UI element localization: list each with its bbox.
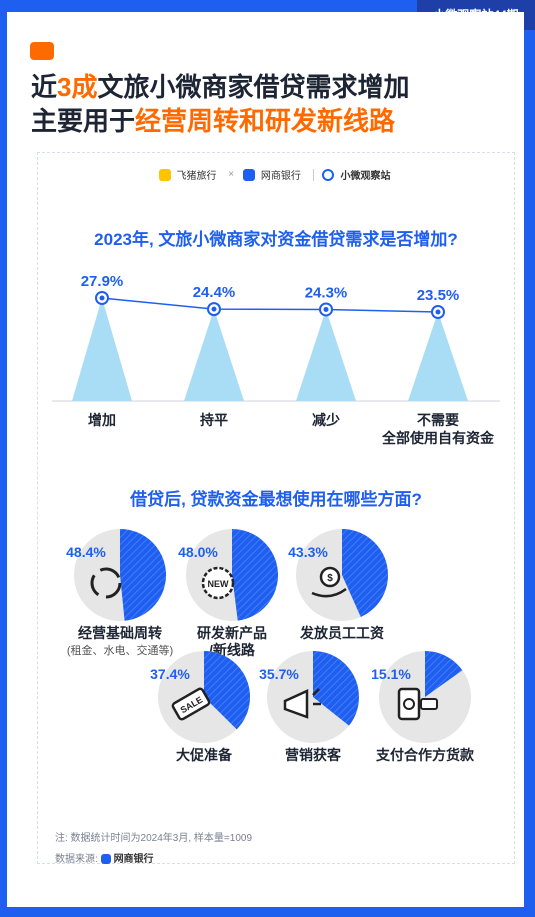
pie-slice bbox=[313, 651, 359, 726]
category-label: 减少 bbox=[312, 412, 340, 428]
pie-value-label: 43.3% bbox=[288, 544, 328, 560]
pie-value-label: 37.4% bbox=[150, 666, 190, 682]
pie-name-label: 营销获客 bbox=[285, 747, 342, 763]
source-name: 网商银行 bbox=[113, 854, 154, 865]
feizhu-label: 飞猪旅行 bbox=[176, 171, 217, 182]
new-badge-icon: NEW bbox=[201, 566, 235, 600]
orange-marker bbox=[30, 42, 54, 60]
wangshang-brand: 网商银行 bbox=[242, 167, 304, 182]
search-logo-icon bbox=[322, 168, 335, 181]
feizhu-brand: 飞猪旅行 bbox=[158, 167, 220, 182]
usage-pies: 48.4% 经营基础周转 (租金、水电、交通等) NEW 48.0% 研发新产品/新线路 $… bbox=[66, 529, 475, 763]
sale-tag-icon: SALE bbox=[171, 687, 211, 721]
value-label: 23.5% bbox=[417, 287, 460, 304]
pie-name-label: 发放员工工资 bbox=[299, 625, 384, 641]
value-label: 27.9% bbox=[81, 273, 124, 290]
source-logo-icon bbox=[100, 854, 111, 865]
category-label: 全部使用自有资金 bbox=[381, 430, 495, 446]
watermark: 国家旅游地理 bbox=[384, 876, 517, 902]
pie-value-label: 15.1% bbox=[371, 666, 411, 682]
data-point-core bbox=[211, 306, 217, 312]
svg-text:NEW: NEW bbox=[208, 579, 230, 589]
pie-value-label: 48.0% bbox=[178, 544, 218, 560]
category-label: 持平 bbox=[200, 412, 228, 428]
spike-mark bbox=[184, 309, 244, 401]
pie-group: $43.3% 发放员工工资 bbox=[288, 529, 388, 641]
pie-value-label: 48.4% bbox=[66, 544, 106, 560]
spike-mark bbox=[296, 309, 356, 401]
pie-slice bbox=[204, 651, 251, 730]
pie-sub-label: (租金、水电、交通等) bbox=[67, 643, 173, 657]
feizhu-logo-icon bbox=[158, 168, 171, 181]
cycle-arrows-icon bbox=[90, 567, 122, 599]
pie-name-label: 经营基础周转 bbox=[78, 625, 162, 641]
pie-group: 35.7% 营销获客 bbox=[259, 651, 359, 763]
data-point-core bbox=[99, 295, 105, 301]
pie-group: SALE 37.4% 大促准备 bbox=[150, 651, 251, 763]
value-label: 24.4% bbox=[193, 284, 236, 301]
pie-group: NEW 48.0% 研发新产品/新线路 bbox=[178, 529, 278, 658]
headline-line1-pre: 近 bbox=[31, 72, 58, 102]
headline-line2-pre: 主要用于 bbox=[31, 106, 136, 136]
observer-label: 小微观察站 bbox=[340, 171, 391, 182]
pie-slice bbox=[232, 529, 278, 621]
brand-bar: 飞猪旅行 × 网商银行 小微观察站 bbox=[38, 167, 514, 182]
money-bag-hand-icon: $ bbox=[311, 566, 347, 598]
value-label: 24.3% bbox=[305, 284, 348, 301]
pie-group: 15.1% 支付合作方货款 bbox=[371, 651, 475, 763]
data-point-core bbox=[435, 309, 441, 315]
megaphone-icon bbox=[283, 688, 321, 719]
pie-slice bbox=[342, 529, 388, 617]
pie-name-label: 研发新产品 bbox=[197, 625, 267, 641]
white-sheet: 近3成文旅小微商家借贷需求增加 主要用于经营周转和研发新线路 飞猪旅行 × 网商… bbox=[7, 12, 524, 907]
observer-brand: 小微观察站 bbox=[322, 167, 393, 182]
footnote: 注: 数据统计时间为2024年3月, 样本量=1009 bbox=[55, 833, 253, 844]
data-point-core bbox=[323, 306, 329, 312]
pie-value-label: 35.7% bbox=[259, 666, 299, 682]
svg-text:$: $ bbox=[327, 573, 333, 584]
phone-payment-icon bbox=[397, 687, 438, 721]
pie-name-label: 支付合作方货款 bbox=[375, 747, 475, 763]
pie-slice bbox=[425, 651, 463, 697]
source-line: 数据来源: 网商银行 bbox=[55, 850, 154, 865]
trend-line bbox=[101, 297, 439, 313]
content-card: 飞猪旅行 × 网商银行 小微观察站 2023年, 文旅小微商家对资金借贷需求是否… bbox=[37, 152, 515, 865]
spike-mark bbox=[72, 298, 132, 401]
category-label: 不需要 bbox=[417, 412, 459, 428]
pie-name-label: 大促准备 bbox=[176, 747, 233, 763]
pie-slice bbox=[120, 529, 166, 621]
wangshang-label: 网商银行 bbox=[260, 171, 301, 182]
times-sign: × bbox=[228, 169, 235, 180]
pie-name-label-line2: /新线路 bbox=[209, 642, 256, 658]
brand-divider bbox=[312, 168, 314, 181]
headline-line2-highlight: 经营周转和研发新线路 bbox=[135, 106, 396, 136]
headline-line1-highlight: 3成 bbox=[57, 72, 98, 102]
spike-mark bbox=[408, 312, 468, 401]
headline-line2: 主要用于经营周转和研发新线路 bbox=[31, 104, 511, 138]
chart2-title: 借贷后, 贷款资金最想使用在哪些方面? bbox=[130, 490, 422, 509]
chart1-title: 2023年, 文旅小微商家对资金借贷需求是否增加? bbox=[94, 230, 458, 249]
wangshang-logo-icon bbox=[242, 168, 255, 181]
headline-line1: 近3成文旅小微商家借贷需求增加 bbox=[31, 70, 511, 104]
pie-group: 48.4% 经营基础周转 (租金、水电、交通等) bbox=[66, 529, 173, 657]
category-label: 增加 bbox=[88, 412, 116, 428]
headline: 近3成文旅小微商家借贷需求增加 主要用于经营周转和研发新线路 bbox=[31, 70, 511, 138]
headline-line1-post: 文旅小微商家借贷需求增加 bbox=[97, 72, 410, 102]
source-label: 数据来源: bbox=[55, 854, 98, 865]
